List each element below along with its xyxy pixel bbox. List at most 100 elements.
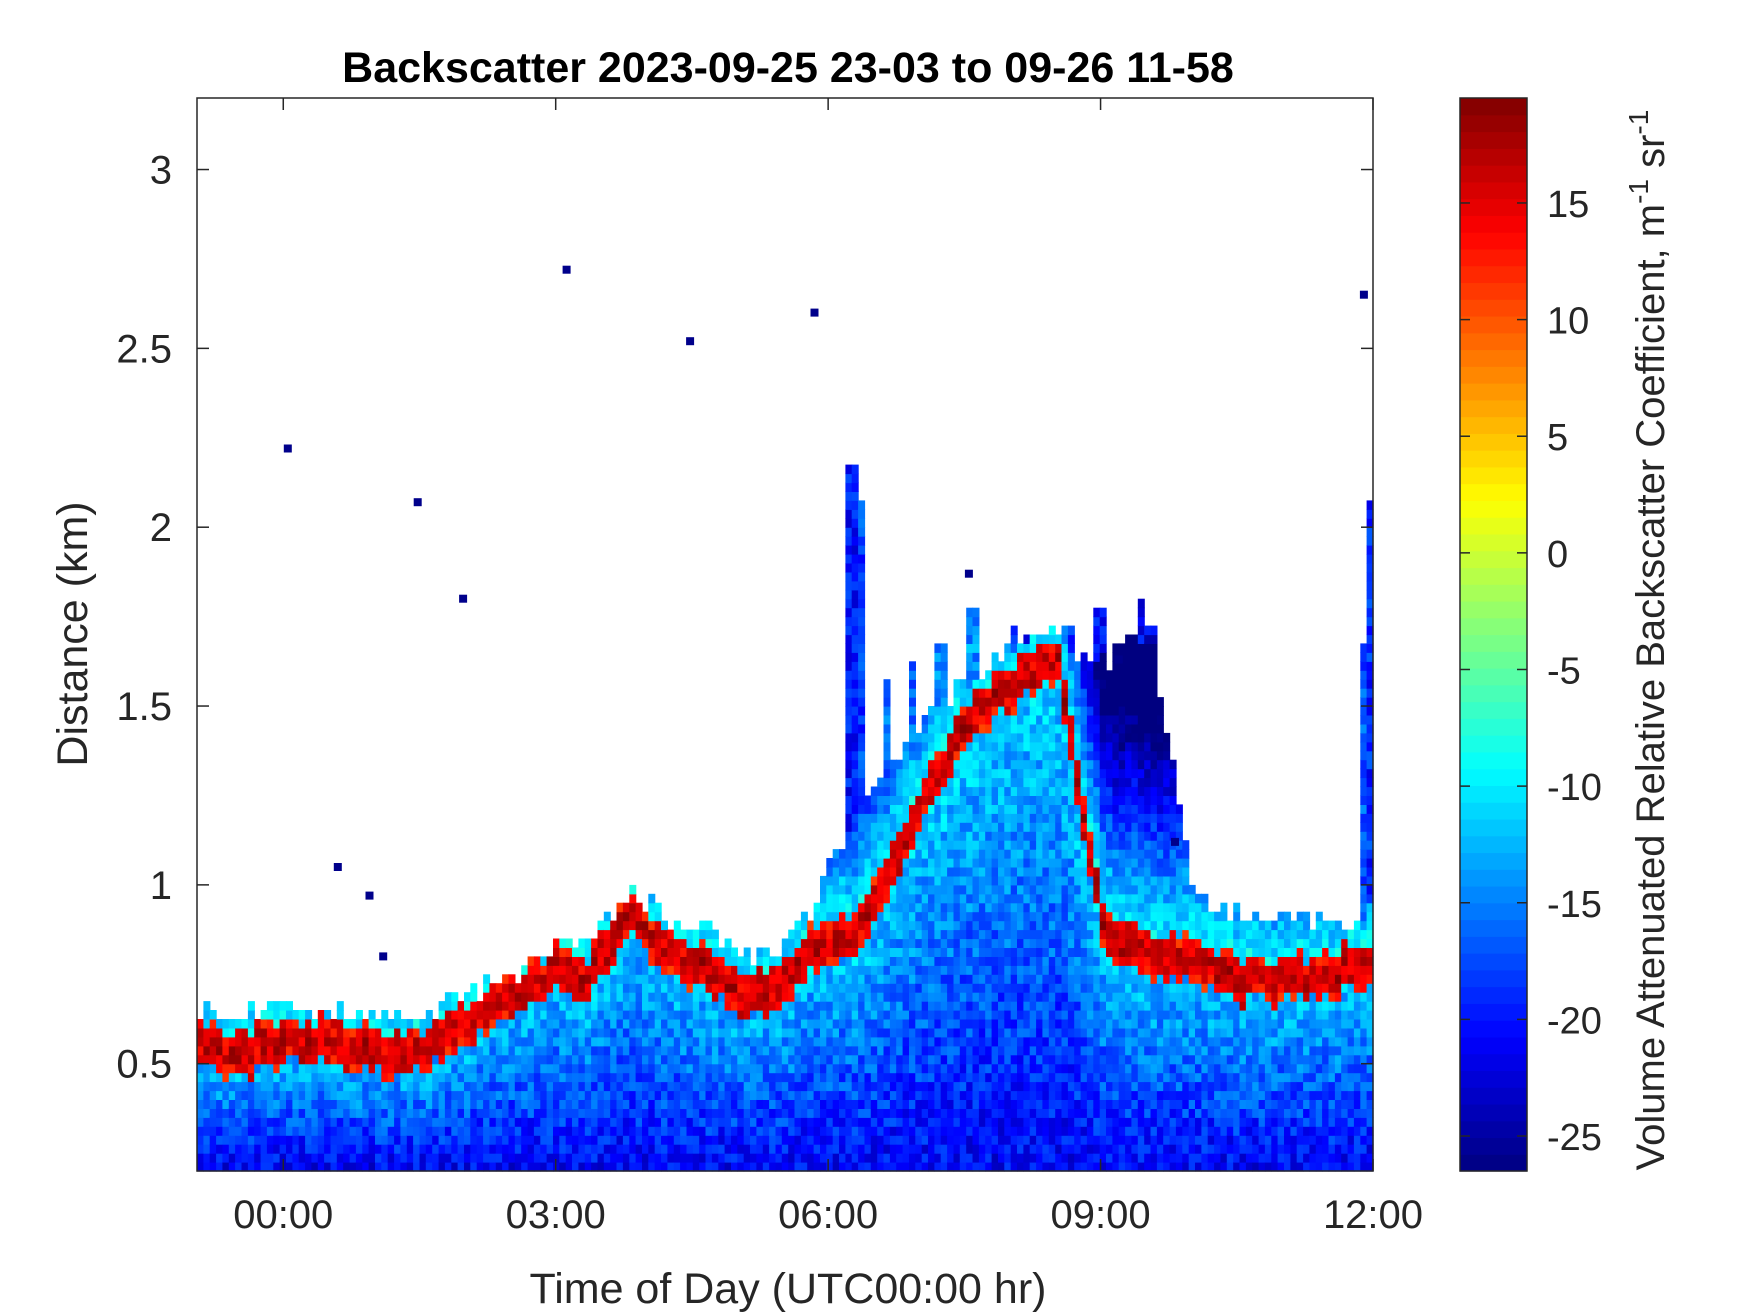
heatmap-cell <box>934 992 942 1002</box>
heatmap-cell <box>864 992 872 1002</box>
heatmap-cell <box>909 688 916 698</box>
heatmap-cell <box>413 1081 421 1092</box>
heatmap-cell <box>432 1135 440 1145</box>
heatmap-cell <box>1061 786 1069 796</box>
heatmap-cell <box>928 1036 935 1047</box>
heatmap-cell <box>940 804 948 814</box>
heatmap-cell <box>870 1063 878 1074</box>
heatmap-cell <box>1099 706 1107 716</box>
heatmap-cell <box>845 974 853 984</box>
heatmap-cell <box>635 983 643 993</box>
heatmap-cell <box>1131 1010 1139 1020</box>
heatmap-cell <box>1036 643 1044 653</box>
heatmap-cell <box>247 1090 255 1100</box>
heatmap-cell <box>394 1036 402 1047</box>
heatmap-cell <box>743 983 751 993</box>
heatmap-cell <box>839 938 846 948</box>
heatmap-cell <box>622 1045 630 1056</box>
heatmap-cell <box>966 688 974 698</box>
heatmap-cell <box>1042 1153 1050 1163</box>
heatmap-cell <box>1036 1108 1044 1118</box>
heatmap-cell <box>832 1108 840 1118</box>
heatmap-cell <box>1010 750 1018 761</box>
heatmap-cell <box>1029 1010 1037 1020</box>
heatmap-cell <box>1048 732 1056 743</box>
heatmap-cell <box>1099 1090 1107 1100</box>
heatmap-cell <box>1004 1135 1012 1145</box>
heatmap-cell <box>521 1072 529 1083</box>
heatmap-cell <box>667 1126 675 1136</box>
heatmap-cell <box>826 983 834 993</box>
heatmap-cell <box>972 715 980 725</box>
heatmap-cell <box>451 1099 459 1109</box>
heatmap-cell <box>858 750 866 761</box>
heatmap-cell <box>858 1117 866 1127</box>
heatmap-cell <box>673 1063 681 1074</box>
heatmap-cell <box>603 1162 611 1172</box>
heatmap-cell <box>235 1117 243 1127</box>
heatmap-cell <box>877 858 885 868</box>
heatmap-cell <box>858 545 866 555</box>
heatmap-cell <box>368 1144 376 1154</box>
heatmap-cell <box>966 732 974 743</box>
heatmap-cell <box>464 1153 471 1163</box>
heatmap-cell <box>661 1036 668 1047</box>
heatmap-cell <box>1029 884 1037 895</box>
heatmap-cell <box>578 965 586 975</box>
heatmap-cell <box>731 1126 738 1136</box>
heatmap-cell <box>1048 1081 1056 1092</box>
heatmap-cell <box>794 920 802 931</box>
heatmap-cell <box>902 831 910 841</box>
heatmap-cell <box>514 1081 522 1092</box>
heatmap-cell <box>457 1162 465 1172</box>
heatmap-cell <box>464 1027 471 1038</box>
heatmap-cell <box>769 1099 777 1109</box>
heatmap-cell <box>1029 634 1037 644</box>
heatmap-cell <box>959 1019 967 1029</box>
heatmap-cell <box>1067 858 1075 868</box>
heatmap-cell <box>807 1135 815 1145</box>
heatmap-cell <box>1061 688 1069 698</box>
heatmap-cell <box>406 1019 414 1029</box>
heatmap-cell <box>743 1063 751 1074</box>
heatmap-cell <box>1023 1099 1031 1109</box>
heatmap-cell <box>711 1135 719 1145</box>
heatmap-cell <box>1099 625 1107 636</box>
heatmap-cell <box>680 956 688 966</box>
heatmap-cell <box>527 1108 535 1118</box>
heatmap-cell <box>889 1072 897 1083</box>
heatmap-cell <box>998 750 1005 761</box>
heatmap-cell <box>533 1036 541 1047</box>
heatmap-cell <box>909 965 916 975</box>
heatmap-cell <box>705 1126 713 1136</box>
heatmap-cell <box>546 1019 554 1029</box>
heatmap-cell <box>845 1126 853 1136</box>
heatmap-cell <box>934 947 942 957</box>
heatmap-cell <box>1125 1072 1133 1083</box>
heatmap-cell <box>762 1036 770 1047</box>
heatmap-cell <box>883 831 891 841</box>
heatmap-cell <box>750 1036 757 1047</box>
heatmap-cell <box>483 1036 491 1047</box>
heatmap-cell <box>1048 741 1056 752</box>
heatmap-cell <box>889 759 897 770</box>
heatmap-cell <box>1004 938 1012 948</box>
heatmap-cell <box>788 938 796 948</box>
heatmap-cell <box>705 1045 713 1056</box>
heatmap-cell <box>1029 1099 1037 1109</box>
heatmap-cell <box>336 1117 344 1127</box>
heatmap-cell <box>495 1135 503 1145</box>
heatmap-cell <box>527 1001 535 1011</box>
heatmap-cell <box>502 992 510 1002</box>
heatmap-cell <box>661 947 668 957</box>
heatmap-cell <box>1042 715 1050 725</box>
heatmap-cell <box>934 688 942 698</box>
heatmap-cell <box>845 813 853 823</box>
heatmap-cell <box>813 974 821 984</box>
heatmap-cell <box>972 1036 980 1047</box>
heatmap-cell <box>705 1081 713 1092</box>
heatmap-cell <box>470 1162 478 1172</box>
heatmap-cell <box>883 750 891 761</box>
heatmap-cell <box>1067 1135 1075 1145</box>
heatmap-cell <box>940 1010 948 1020</box>
